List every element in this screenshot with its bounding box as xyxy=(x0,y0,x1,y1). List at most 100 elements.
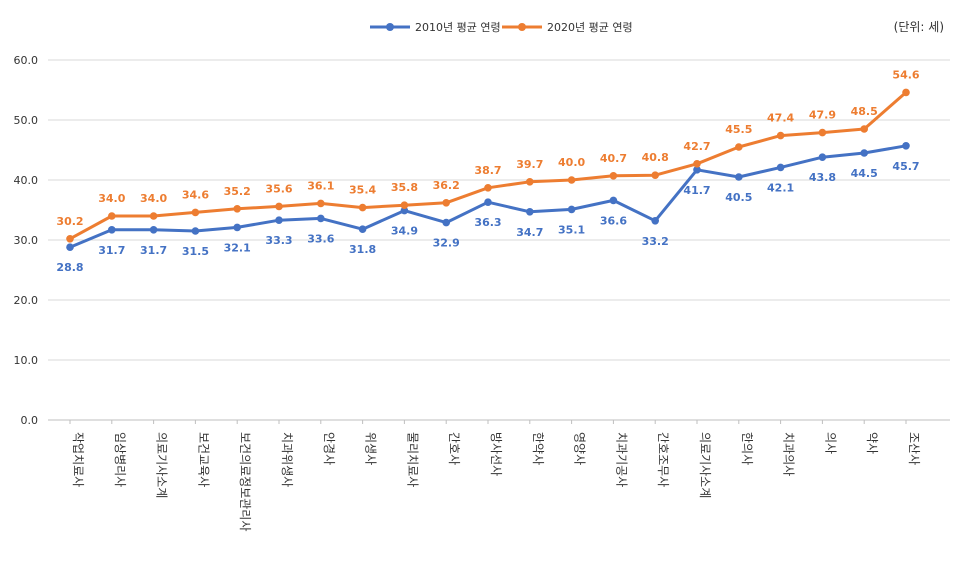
data-label: 39.7 xyxy=(516,158,543,171)
data-point xyxy=(317,214,325,223)
data-label: 33.6 xyxy=(307,232,334,245)
data-point xyxy=(108,226,116,234)
data-point xyxy=(108,212,116,220)
data-label: 42.1 xyxy=(767,181,794,194)
x-tick-label: 간호사 xyxy=(447,432,461,465)
data-label: 44.5 xyxy=(851,167,878,180)
x-tick-label: 치과위생사 xyxy=(280,432,294,487)
data-label: 43.8 xyxy=(809,171,836,184)
x-tick-label: 위생사 xyxy=(364,432,378,465)
data-label: 32.1 xyxy=(224,241,251,254)
data-point xyxy=(567,205,576,214)
data-label: 34.0 xyxy=(140,192,167,205)
data-label: 47.9 xyxy=(809,109,836,122)
x-tick-label: 작업치료사 xyxy=(71,432,85,487)
gridlines xyxy=(48,59,950,421)
y-tick-label: 20.0 xyxy=(14,294,39,307)
data-label: 35.2 xyxy=(224,185,251,198)
data-point xyxy=(818,153,827,161)
data-point xyxy=(860,125,868,133)
data-label: 36.3 xyxy=(474,216,501,229)
data-label: 35.4 xyxy=(349,184,376,197)
series-group: 28.8 31.7 31.7 31.5 32.1 33.3 33.6 31.8 34.9 32.9… xyxy=(56,68,919,274)
data-label: 36.6 xyxy=(600,214,627,227)
data-label: 36.1 xyxy=(307,179,334,192)
data-point xyxy=(484,198,492,206)
data-point xyxy=(275,216,283,224)
data-point xyxy=(735,173,743,181)
data-point xyxy=(902,142,910,150)
data-point xyxy=(149,212,158,220)
data-label: 30.2 xyxy=(56,215,83,228)
data-point xyxy=(400,206,409,215)
y-tick-label: 40.0 xyxy=(14,174,39,187)
data-point xyxy=(358,203,367,212)
data-label: 45.5 xyxy=(725,123,752,136)
data-label: 31.7 xyxy=(140,244,167,257)
y-tick-label: 0.0 xyxy=(21,414,39,427)
data-point xyxy=(860,149,868,157)
data-label: 36.2 xyxy=(433,179,460,192)
legend-marker-2020 xyxy=(518,23,526,31)
data-point xyxy=(233,205,241,213)
data-label: 34.0 xyxy=(98,192,125,205)
data-label: 33.2 xyxy=(642,235,669,248)
data-point xyxy=(66,243,74,251)
data-point xyxy=(651,217,659,225)
data-point xyxy=(609,172,618,180)
data-label: 35.8 xyxy=(391,181,418,194)
data-label: 40.8 xyxy=(642,151,669,164)
data-point xyxy=(400,201,409,209)
data-label: 34.6 xyxy=(182,188,209,201)
data-point xyxy=(818,128,827,137)
data-point xyxy=(442,199,451,207)
data-point xyxy=(149,226,158,234)
x-axis: 작업치료사 임상병리사 의료기사소계 보건교육사 보건의료정보관리사 치과위생사 안경사 위생… xyxy=(69,420,921,531)
data-point xyxy=(776,131,785,140)
x-tick-label: 의료기사소계 xyxy=(155,432,169,498)
legend-label-2020: 2020년 평균 연령 xyxy=(547,21,633,34)
data-label: 35.1 xyxy=(558,223,585,236)
y-tick-label: 50.0 xyxy=(14,114,39,127)
data-point xyxy=(776,163,785,172)
data-label: 32.9 xyxy=(433,237,460,250)
data-point xyxy=(902,88,910,97)
x-tick-label: 방사선사 xyxy=(489,432,503,476)
data-label: 33.3 xyxy=(265,234,292,247)
x-tick-label: 임상병리사 xyxy=(113,432,127,487)
data-point xyxy=(442,218,451,227)
data-label: 47.4 xyxy=(767,112,794,125)
data-label: 54.6 xyxy=(892,68,919,81)
y-tick-label: 60.0 xyxy=(14,54,39,67)
y-tick-label: 30.0 xyxy=(14,234,39,247)
data-point xyxy=(484,184,492,192)
data-point xyxy=(651,171,659,179)
data-label: 42.7 xyxy=(683,140,710,153)
unit-note: (단위: 세) xyxy=(894,20,944,34)
data-label: 34.7 xyxy=(516,226,543,239)
x-tick-label: 간호조무사 xyxy=(656,432,670,487)
data-label: 40.0 xyxy=(558,156,585,169)
data-label: 40.5 xyxy=(725,191,752,204)
x-tick-label: 영양사 xyxy=(573,432,587,465)
x-tick-label: 한약사 xyxy=(531,432,546,465)
data-point xyxy=(317,199,325,208)
legend-marker-2010 xyxy=(386,23,394,31)
data-label: 28.8 xyxy=(56,261,83,274)
data-point xyxy=(693,160,701,168)
x-tick-label: 안경사 xyxy=(322,432,336,465)
data-point xyxy=(693,166,701,174)
x-tick-label: 보건교육사 xyxy=(196,432,210,487)
data-point xyxy=(66,235,74,243)
data-point xyxy=(358,225,367,233)
data-label: 45.7 xyxy=(892,160,919,173)
x-tick-label: 조산사 xyxy=(907,432,921,465)
x-tick-label: 치과기공사 xyxy=(614,432,628,487)
data-label: 40.7 xyxy=(600,152,627,165)
data-label: 31.8 xyxy=(349,243,376,256)
data-point xyxy=(609,196,618,205)
data-point xyxy=(735,143,743,151)
x-tick-label: 치과의사 xyxy=(782,432,796,476)
data-point xyxy=(191,208,200,217)
